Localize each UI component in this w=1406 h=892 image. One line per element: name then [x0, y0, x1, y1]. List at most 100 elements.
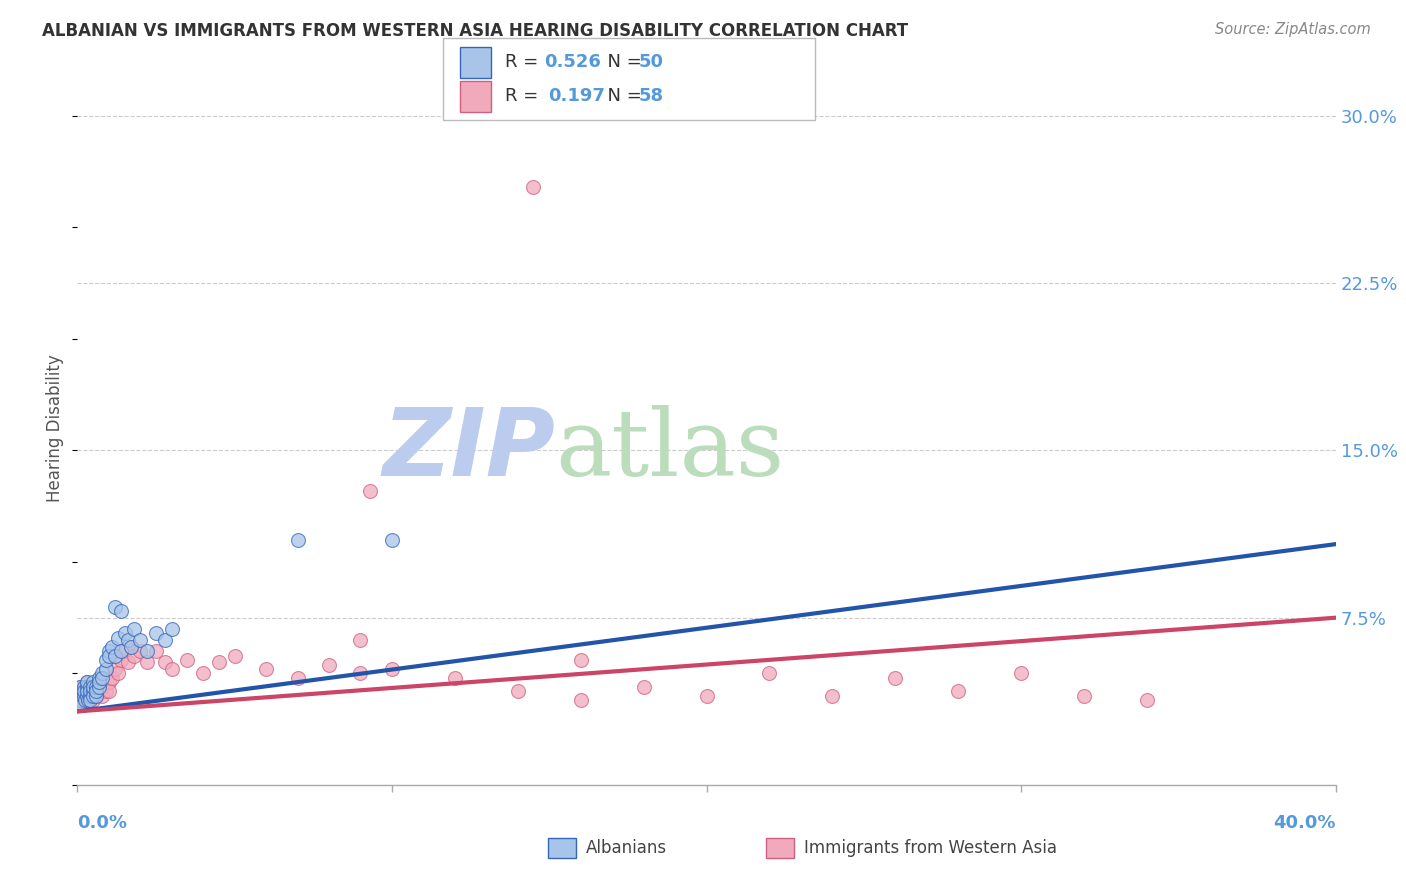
Point: [191, 666, 215, 681]
Point: [155, 655, 177, 669]
Point: [97, 648, 120, 663]
Point: [444, 671, 467, 685]
Text: Source: ZipAtlas.com: Source: ZipAtlas.com: [1215, 22, 1371, 37]
Point: [70, 698, 93, 712]
Point: [381, 662, 404, 676]
Point: [696, 689, 718, 703]
Point: [82, 693, 104, 707]
Point: [79, 680, 101, 694]
Point: [76, 689, 98, 703]
Point: [104, 648, 127, 663]
Point: [84, 689, 107, 703]
Point: [89, 671, 111, 685]
Point: [79, 684, 101, 698]
Point: [884, 671, 907, 685]
Point: [89, 675, 111, 690]
Point: [82, 675, 104, 690]
Text: 40.0%: 40.0%: [1274, 814, 1336, 831]
Point: [160, 662, 183, 676]
Point: [224, 648, 246, 663]
Point: [381, 533, 404, 547]
Text: R =: R =: [505, 54, 544, 71]
Point: [114, 626, 136, 640]
Point: [94, 684, 117, 698]
Point: [89, 680, 111, 694]
Point: [84, 680, 107, 694]
Text: atlas: atlas: [555, 405, 785, 494]
Y-axis label: Hearing Disability: Hearing Disability: [46, 354, 65, 502]
Point: [79, 689, 101, 703]
Point: [758, 666, 780, 681]
Point: [117, 655, 139, 669]
Point: [522, 180, 544, 194]
Text: 0.0%: 0.0%: [77, 814, 128, 831]
Text: ALBANIAN VS IMMIGRANTS FROM WESTERN ASIA HEARING DISABILITY CORRELATION CHART: ALBANIAN VS IMMIGRANTS FROM WESTERN ASIA…: [42, 22, 908, 40]
Point: [122, 622, 145, 636]
Point: [1073, 689, 1095, 703]
Point: [72, 680, 94, 694]
Text: N =: N =: [596, 54, 648, 71]
Point: [633, 680, 655, 694]
Point: [359, 483, 381, 498]
Point: [120, 640, 142, 654]
Text: Albanians: Albanians: [586, 839, 668, 857]
Point: [145, 626, 167, 640]
Point: [94, 662, 117, 676]
Text: 0.526: 0.526: [544, 54, 600, 71]
Point: [208, 655, 231, 669]
Point: [117, 633, 139, 648]
Point: [120, 640, 142, 654]
Point: [110, 644, 132, 658]
Point: [91, 666, 114, 681]
Point: [135, 655, 157, 669]
Point: [82, 684, 104, 698]
Text: R =: R =: [505, 87, 550, 105]
Point: [67, 689, 90, 703]
Point: [72, 680, 94, 694]
Point: [91, 689, 114, 703]
Point: [155, 633, 177, 648]
Text: N =: N =: [596, 87, 648, 105]
Point: [129, 644, 152, 658]
Point: [72, 689, 94, 703]
Point: [569, 653, 592, 667]
Point: [254, 662, 277, 676]
Point: [107, 666, 129, 681]
Point: [122, 648, 145, 663]
Point: [135, 644, 157, 658]
Point: [94, 653, 117, 667]
Point: [318, 657, 340, 672]
Point: [104, 662, 127, 676]
Point: [76, 675, 98, 690]
Point: [145, 644, 167, 658]
Point: [97, 644, 120, 658]
Point: [110, 653, 132, 667]
Point: [84, 684, 107, 698]
Point: [76, 693, 98, 707]
Point: [101, 640, 124, 654]
Point: [104, 599, 127, 614]
Point: [84, 689, 107, 703]
Point: [101, 671, 124, 685]
Point: [160, 622, 183, 636]
Text: Immigrants from Western Asia: Immigrants from Western Asia: [804, 839, 1057, 857]
Point: [821, 689, 844, 703]
Point: [79, 680, 101, 694]
Point: [1136, 693, 1159, 707]
Point: [287, 533, 309, 547]
Point: [72, 684, 94, 698]
Text: ZIP: ZIP: [382, 403, 555, 496]
Point: [75, 693, 97, 707]
Point: [82, 689, 104, 703]
Point: [91, 680, 114, 694]
Point: [110, 604, 132, 618]
Text: 0.197: 0.197: [548, 87, 605, 105]
Point: [76, 675, 98, 690]
Text: 50: 50: [638, 54, 664, 71]
Point: [69, 680, 91, 694]
Point: [569, 693, 592, 707]
Point: [176, 653, 198, 667]
Point: [91, 671, 114, 685]
Point: [72, 689, 94, 703]
Point: [69, 693, 91, 707]
